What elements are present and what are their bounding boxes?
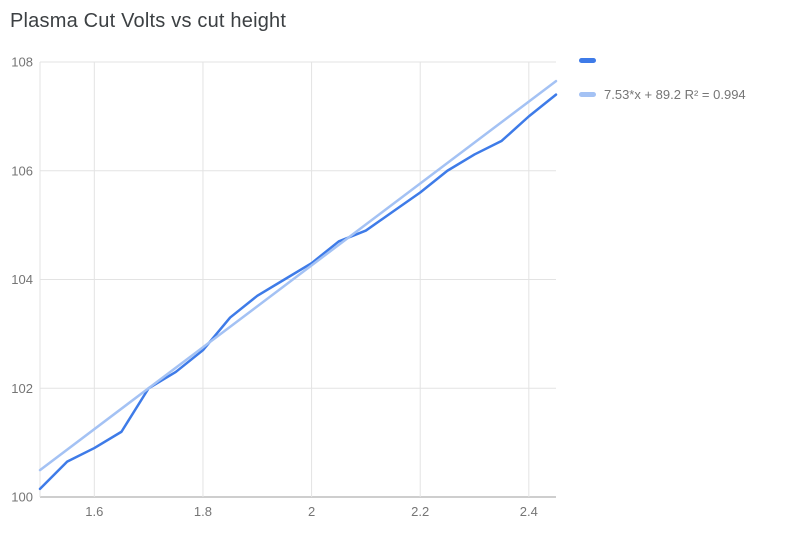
y-tick-label: 100: [11, 490, 33, 505]
legend-item-series: [579, 57, 746, 63]
legend-item-trendline: 7.53*x + 89.2 R² = 0.994: [579, 87, 746, 102]
x-tick-label: 2: [308, 504, 315, 519]
series-line: [38, 93, 558, 491]
y-tick-label: 106: [11, 163, 33, 178]
series-swatch: [579, 57, 596, 63]
x-tick-label: 2.2: [411, 504, 429, 519]
chart-title: Plasma Cut Volts vs cut height: [10, 10, 287, 32]
trendline-legend-label: 7.53*x + 89.2 R² = 0.994: [604, 87, 746, 102]
x-tick-label: 1.6: [85, 504, 103, 519]
y-tick-label: 108: [11, 55, 33, 70]
legend: 7.53*x + 89.2 R² = 0.994: [579, 57, 746, 126]
x-tick-label: 2.4: [520, 504, 538, 519]
trendline-swatch: [579, 92, 596, 97]
x-tick-label: 1.8: [194, 504, 212, 519]
y-tick-label: 104: [11, 272, 33, 287]
y-tick-label: 102: [11, 381, 33, 396]
trendline: [38, 79, 558, 472]
